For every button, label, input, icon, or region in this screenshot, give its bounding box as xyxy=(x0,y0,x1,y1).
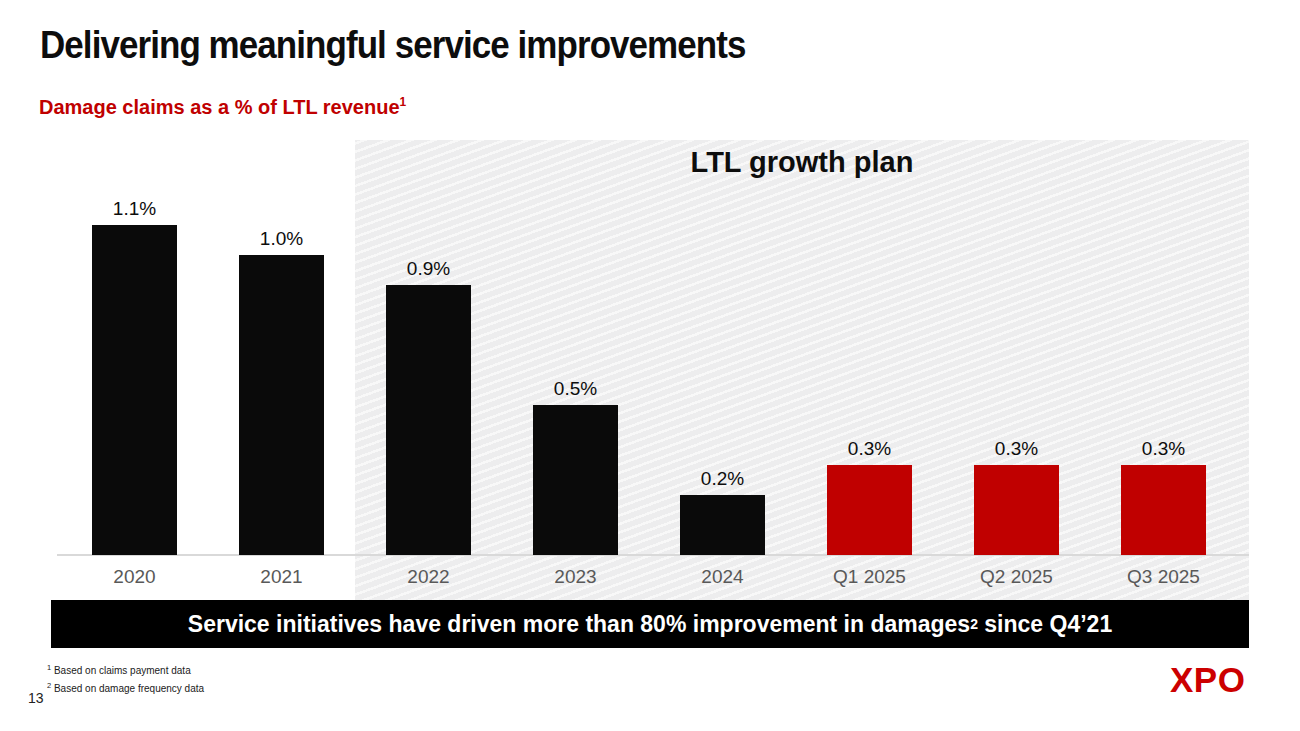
page-number: 13 xyxy=(28,690,44,706)
footnote-2-text: Based on damage frequency data xyxy=(54,684,204,695)
page-title: Delivering meaningful service improvemen… xyxy=(40,24,745,67)
footnote-1: 1 Based on claims payment data xyxy=(47,660,204,678)
ltl-growth-plan-label: LTL growth plan xyxy=(355,146,1249,179)
chart-subtitle-text: Damage claims as a % of LTL revenue xyxy=(39,96,400,118)
bar-q3-2025 xyxy=(1121,465,1206,555)
x-axis-label: Q1 2025 xyxy=(805,566,935,588)
footnote-ref-1: 1 xyxy=(400,95,407,109)
footnote-1-text: Based on claims payment data xyxy=(54,665,191,676)
callout-banner: Service initiatives have driven more tha… xyxy=(51,600,1249,648)
bar-value-label: 0.3% xyxy=(962,438,1072,460)
bar-2021 xyxy=(239,255,324,555)
bar-2023 xyxy=(533,405,618,555)
bar-2022 xyxy=(386,285,471,555)
chart-subtitle: Damage claims as a % of LTL revenue1 xyxy=(39,95,406,119)
bar-value-label: 0.3% xyxy=(1109,438,1219,460)
footnote-2: 2 Based on damage frequency data xyxy=(47,678,204,696)
footnote-2-marker: 2 xyxy=(47,681,51,690)
x-axis-label: Q2 2025 xyxy=(952,566,1082,588)
bar-2020 xyxy=(92,225,177,555)
x-axis-label: 2022 xyxy=(364,566,494,588)
x-axis-label: 2023 xyxy=(511,566,641,588)
footnotes: 1 Based on claims payment data 2 Based o… xyxy=(47,660,204,697)
bar-value-label: 0.5% xyxy=(521,378,631,400)
xpo-logo: XPO xyxy=(1170,660,1245,700)
x-axis-label: Q3 2025 xyxy=(1099,566,1229,588)
banner-text-tail: since Q4’21 xyxy=(978,611,1112,638)
banner-text: Service initiatives have driven more tha… xyxy=(188,611,970,638)
bar-q2-2025 xyxy=(974,465,1059,555)
bar-2024 xyxy=(680,495,765,555)
slide: Delivering meaningful service improvemen… xyxy=(0,0,1300,731)
bar-value-label: 1.0% xyxy=(227,228,337,250)
x-axis-label: 2024 xyxy=(658,566,788,588)
bar-value-label: 0.9% xyxy=(374,258,484,280)
bar-value-label: 1.1% xyxy=(80,198,190,220)
bar-value-label: 0.2% xyxy=(668,468,778,490)
bar-value-label: 0.3% xyxy=(815,438,925,460)
ltl-growth-plan-region: LTL growth plan xyxy=(355,140,1249,600)
x-axis-label: 2021 xyxy=(217,566,347,588)
x-axis-label: 2020 xyxy=(70,566,200,588)
x-axis-line xyxy=(57,554,1249,556)
footnote-1-marker: 1 xyxy=(47,663,51,672)
bar-q1-2025 xyxy=(827,465,912,555)
